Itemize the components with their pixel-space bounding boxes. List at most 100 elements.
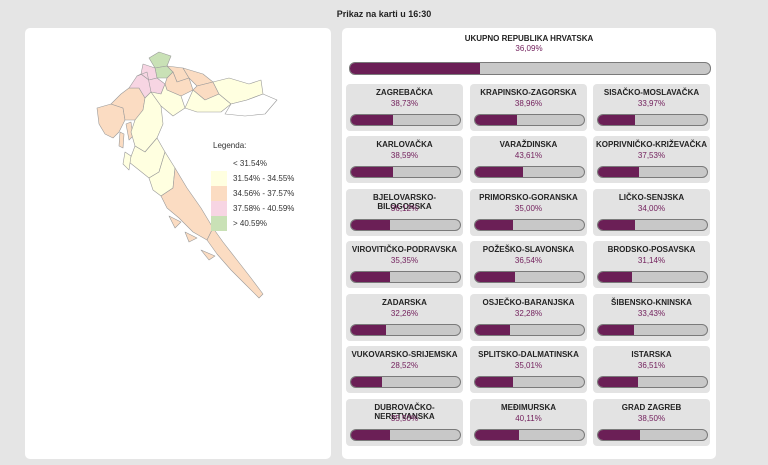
county-card[interactable]: KOPRIVNIČKO-KRIŽEVAČKA 37,53% (593, 136, 710, 183)
county-progress-bar (350, 219, 461, 231)
county-progress-bar (597, 324, 708, 336)
county-card[interactable]: PRIMORSKO-GORANSKA 35,00% (470, 189, 587, 236)
county-progress-bar (350, 271, 461, 283)
legend-item: 37.58% - 40.59% (211, 201, 294, 216)
county-percentage: 32,28% (514, 309, 543, 318)
county-card[interactable]: POŽEŠKO-SLAVONSKA 36,54% (470, 241, 587, 288)
county-percentage: 38,96% (514, 99, 543, 108)
legend-swatch (211, 156, 227, 171)
county-card[interactable]: VIROVITIČKO-PODRAVSKA 35,35% (346, 241, 463, 288)
croatia-map (96, 51, 278, 299)
county-name: BRODSKO-POSAVSKA (607, 245, 696, 254)
county-percentage: 35,00% (514, 204, 543, 213)
county-progress-fill (598, 115, 636, 125)
county-progress-bar (597, 114, 708, 126)
county-percentage: 35,35% (390, 256, 419, 265)
county-progress-fill (351, 325, 387, 335)
legend-label: 34.56% - 37.57% (233, 189, 295, 198)
total-progress-fill (350, 63, 480, 74)
county-progress-fill (598, 272, 632, 282)
county-percentage: 36,54% (514, 256, 543, 265)
county-progress-fill (598, 377, 638, 387)
county-name: KRAPINSKO-ZAGORSKA (480, 88, 577, 97)
county-card[interactable]: ŠIBENSKO-KNINSKA 33,43% (593, 294, 710, 341)
county-name: ZADARSKA (382, 298, 427, 307)
county-progress-bar (474, 114, 585, 126)
county-name: MEĐIMURSKA (500, 403, 557, 412)
county-percentage: 43,61% (514, 151, 543, 160)
county-progress-bar (474, 324, 585, 336)
results-panel: UKUPNO REPUBLIKA HRVATSKA 36,09% ZAGREBA… (342, 28, 716, 459)
county-progress-bar (597, 376, 708, 388)
county-percentage: 28,52% (390, 361, 419, 370)
county-progress-bar (350, 166, 461, 178)
county-name: POŽEŠKO-SLAVONSKA (482, 245, 575, 254)
county-card[interactable]: BJELOVARSKO-BILOGORSKA 36,12% (346, 189, 463, 236)
legend-label: 37.58% - 40.59% (233, 204, 295, 213)
legend-item: > 40.59% (211, 216, 267, 231)
county-progress-bar (474, 429, 585, 441)
legend-label: < 31.54% (233, 159, 268, 168)
county-progress-fill (351, 430, 390, 440)
county-name: VARAŽDINSKA (499, 140, 558, 149)
legend: Legenda: < 31.54% 31.54% - 34.55% 34.56% -… (211, 141, 294, 231)
county-progress-bar (474, 271, 585, 283)
legend-label: 31.54% - 34.55% (233, 174, 295, 183)
legend-item: 34.56% - 37.57% (211, 186, 294, 201)
county-progress-fill (475, 220, 514, 230)
county-name: SPLITSKO-DALMATINSKA (478, 350, 579, 359)
legend-title: Legenda: (213, 141, 247, 150)
county-card[interactable]: LIČKO-SENJSKA 34,00% (593, 189, 710, 236)
county-percentage: 38,73% (390, 99, 419, 108)
county-percentage: 38,50% (637, 414, 666, 423)
legend-swatch (211, 216, 227, 231)
county-card[interactable]: ISTARSKA 36,51% (593, 346, 710, 393)
map-panel: Legenda: < 31.54% 31.54% - 34.55% 34.56% -… (25, 28, 331, 459)
page-title: Prikaz na karti u 16:30 (336, 9, 432, 19)
county-progress-fill (351, 167, 394, 177)
region-sisacko-moslavacka (150, 83, 186, 117)
region-licko-senjska (130, 91, 164, 153)
region-medimurska (148, 51, 172, 69)
county-card[interactable]: SISAČKO-MOSLAVAČKA 33,97% (593, 84, 710, 131)
county-progress-fill (598, 325, 635, 335)
county-card[interactable]: MEĐIMURSKA 40,11% (470, 399, 587, 446)
legend-label: > 40.59% (233, 219, 268, 228)
county-progress-fill (351, 377, 383, 387)
county-progress-bar (474, 219, 585, 231)
county-card[interactable]: KARLOVAČKA 38,59% (346, 136, 463, 183)
county-progress-bar (597, 219, 708, 231)
county-name: VUKOVARSKO-SRIJEMSKA (351, 350, 458, 359)
county-progress-fill (475, 167, 523, 177)
county-percentage: 33,97% (637, 99, 666, 108)
county-card[interactable]: VUKOVARSKO-SRIJEMSKA 28,52% (346, 346, 463, 393)
county-name: PRIMORSKO-GORANSKA (479, 193, 578, 202)
county-progress-fill (475, 377, 514, 387)
county-card[interactable]: OSJEČKO-BARANJSKA 32,28% (470, 294, 587, 341)
county-progress-fill (475, 430, 519, 440)
legend-swatch (211, 171, 227, 186)
total-progress-bar (349, 62, 711, 75)
county-progress-fill (351, 220, 391, 230)
county-card[interactable]: ZADARSKA 32,26% (346, 294, 463, 341)
county-card[interactable]: DUBROVAČKO-NERETVANSKA 35,50% (346, 399, 463, 446)
county-card[interactable]: VARAŽDINSKA 43,61% (470, 136, 587, 183)
total-name: UKUPNO REPUBLIKA HRVATSKA (464, 34, 594, 43)
county-name: VIROVITIČKO-PODRAVSKA (351, 245, 458, 254)
county-progress-fill (475, 325, 511, 335)
county-card[interactable]: GRAD ZAGREB 38,50% (593, 399, 710, 446)
region-dubrovacko-neretvanska (206, 227, 264, 299)
county-progress-bar (597, 166, 708, 178)
county-progress-fill (351, 115, 394, 125)
county-card[interactable]: KRAPINSKO-ZAGORSKA 38,96% (470, 84, 587, 131)
county-card[interactable]: BRODSKO-POSAVSKA 31,14% (593, 241, 710, 288)
county-name: ISTARSKA (631, 350, 672, 359)
county-card[interactable]: SPLITSKO-DALMATINSKA 35,01% (470, 346, 587, 393)
legend-swatch (211, 186, 227, 201)
county-percentage: 40,11% (515, 414, 542, 423)
county-percentage: 35,50% (390, 414, 419, 423)
region-vukovarsko-srijemska (224, 93, 278, 117)
county-name: KOPRIVNIČKO-KRIŽEVAČKA (596, 140, 707, 149)
county-card[interactable]: ZAGREBAČKA 38,73% (346, 84, 463, 131)
county-percentage: 36,12% (390, 204, 419, 213)
